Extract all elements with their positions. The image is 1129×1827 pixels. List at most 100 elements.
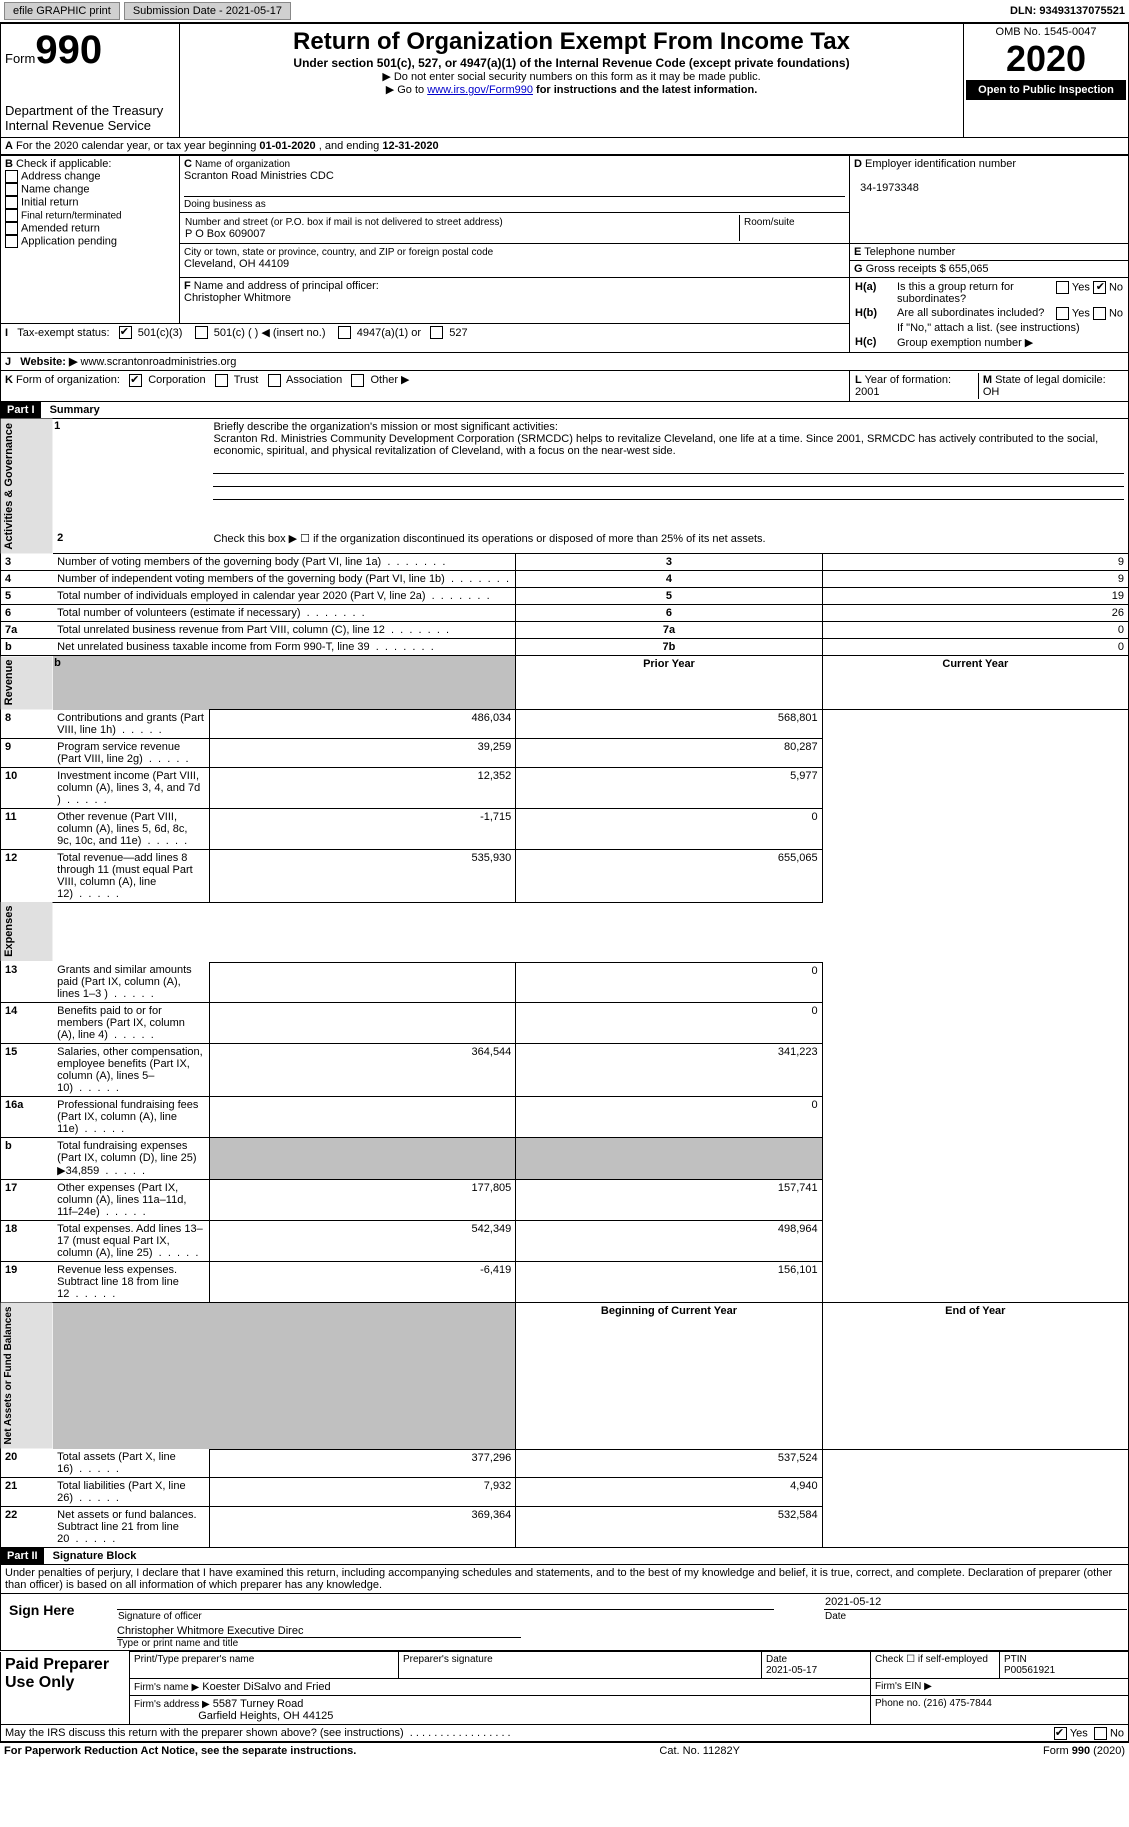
phone-value: (216) 475-7844 [923,1698,991,1709]
gov-row: 4Number of independent voting members of… [1,571,1129,588]
box-c-label: Name of organization [195,159,290,170]
summary-row: 19Revenue less expenses. Subtract line 1… [1,1262,1129,1303]
goto-post: for instructions and the latest informat… [533,84,757,96]
cb-501c[interactable] [195,326,208,339]
box-e-label: Telephone number [864,246,955,258]
part-i-label: Part I [1,402,41,418]
cb-discuss-no[interactable] [1094,1727,1107,1740]
cb-final-return[interactable] [5,209,18,222]
sig-date: 2021-05-12 [824,1595,1127,1610]
box-g-label: Gross receipts $ [866,263,946,275]
org-name: Scranton Road Ministries CDC [184,170,334,182]
gov-row: 6Total number of volunteers (estimate if… [1,605,1129,622]
prior-year-head: Prior Year [516,656,822,710]
efile-graphic-print-button[interactable]: efile GRAPHIC print [4,2,120,20]
opt-4947: 4947(a)(1) or [357,327,421,339]
opt-trust: Trust [234,374,259,386]
cb-527[interactable] [430,326,443,339]
gov-row: 7aTotal unrelated business revenue from … [1,622,1129,639]
pra-notice: For Paperwork Reduction Act Notice, see … [4,1745,356,1757]
ptin-label: PTIN [1004,1654,1027,1665]
h-b-label: Are all subordinates included? [896,306,1055,321]
current-year-head: Current Year [822,656,1128,710]
submission-date-button[interactable]: Submission Date - 2021-05-17 [124,2,291,20]
prep-date-label: Date [766,1654,787,1665]
side-exp: Expenses [1,902,54,962]
end-year-head: End of Year [822,1303,1128,1450]
summary-row: bTotal fundraising expenses (Part IX, co… [1,1138,1129,1180]
box-k-label: Form of organization: [16,374,120,386]
irs-link[interactable]: www.irs.gov/Form990 [427,84,533,96]
cb-4947[interactable] [338,326,351,339]
sig-officer-label: Signature of officer [117,1610,774,1624]
firm-ein-label: Firm's EIN ▶ [871,1679,1129,1696]
cb-initial-return[interactable] [5,196,18,209]
opt-assoc: Association [286,374,342,386]
cb-hb-yes[interactable] [1056,307,1069,320]
page-footer: For Paperwork Reduction Act Notice, see … [0,1742,1129,1759]
cb-address-change[interactable] [5,170,18,183]
summary-row: 18Total expenses. Add lines 13–17 (must … [1,1221,1129,1262]
paid-preparer-block: Paid Preparer Use Only Print/Type prepar… [0,1651,1129,1725]
hb-yes: Yes [1072,307,1090,319]
cb-assoc[interactable] [268,374,281,387]
efile-top-bar: efile GRAPHIC print Submission Date - 20… [0,0,1129,23]
firm-addr1: 5587 Turney Road [213,1698,304,1710]
gov-row: bNet unrelated business taxable income f… [1,639,1129,656]
form-footer: Form 990 (2020) [1043,1745,1125,1757]
ha-no: No [1109,281,1123,293]
gov-row: 3Number of voting members of the governi… [1,554,1129,571]
domicile-state: OH [983,386,1000,398]
ein-value: 34-1973348 [860,182,919,194]
h-a-label: Is this a group return for subordinates? [896,280,1055,306]
period-line-a: A For the 2020 calendar year, or tax yea… [0,138,1129,155]
box-i-label: Tax-exempt status: [17,327,109,339]
summary-row: 17Other expenses (Part IX, column (A), l… [1,1180,1129,1221]
cb-name-change[interactable] [5,183,18,196]
dln-text: DLN: 93493137075521 [1010,5,1125,17]
summary-row: 16aProfessional fundraising fees (Part I… [1,1097,1129,1138]
cb-other[interactable] [351,374,364,387]
lbl-amended-return: Amended return [21,222,100,234]
cb-app-pending[interactable] [5,235,18,248]
cb-discuss-yes[interactable] [1054,1727,1067,1740]
part-ii-label: Part II [1,1548,44,1564]
firm-addr2: Garfield Heights, OH 44125 [198,1710,333,1722]
date-label: Date [824,1610,1127,1624]
cb-corp[interactable] [129,374,142,387]
cb-hb-no[interactable] [1093,307,1106,320]
discuss-text: May the IRS discuss this return with the… [5,1727,404,1739]
sign-here-block: Sign Here 2021-05-12 Signature of office… [0,1594,1129,1651]
cb-trust[interactable] [215,374,228,387]
title-cell: Return of Organization Exempt From Incom… [180,24,964,138]
firm-name: Koester DiSalvo and Fried [202,1681,330,1693]
summary-row: 15Salaries, other compensation, employee… [1,1044,1129,1097]
year-formation: 2001 [855,386,879,398]
cb-ha-yes[interactable] [1056,281,1069,294]
part-i-bar: Part I Summary [0,402,1129,419]
firm-name-label: Firm's name ▶ [134,1682,199,1693]
dept-treasury: Department of the Treasury Internal Reve… [5,103,175,133]
beg-year-head: Beginning of Current Year [516,1303,822,1450]
cb-501c3[interactable] [119,326,132,339]
line1-label: Briefly describe the organization's miss… [213,421,557,433]
street-value: P O Box 609007 [185,228,266,240]
street-label: Number and street (or P.O. box if mail i… [185,217,503,228]
opt-527: 527 [449,327,467,339]
part-ii-bar: Part II Signature Block [0,1548,1129,1565]
entity-info-block: B Check if applicable: Address change Na… [0,155,1129,402]
discuss-yes: Yes [1070,1728,1088,1740]
form-number: 990 [35,28,102,72]
lbl-initial-return: Initial return [21,196,78,208]
part-i-title: Summary [44,402,106,418]
year-cell: OMB No. 1545-0047 2020 Open to Public In… [964,24,1129,138]
prep-sig-label: Preparer's signature [399,1652,762,1679]
cb-amended-return[interactable] [5,222,18,235]
principal-officer: Christopher Whitmore [184,292,291,304]
side-net: Net Assets or Fund Balances [1,1303,54,1450]
prep-name-label: Print/Type preparer's name [130,1652,399,1679]
cb-ha-no[interactable] [1093,281,1106,294]
box-d-label: Employer identification number [865,158,1016,170]
summary-row: 8Contributions and grants (Part VIII, li… [1,710,1129,739]
phone-label: Phone no. [875,1698,921,1709]
